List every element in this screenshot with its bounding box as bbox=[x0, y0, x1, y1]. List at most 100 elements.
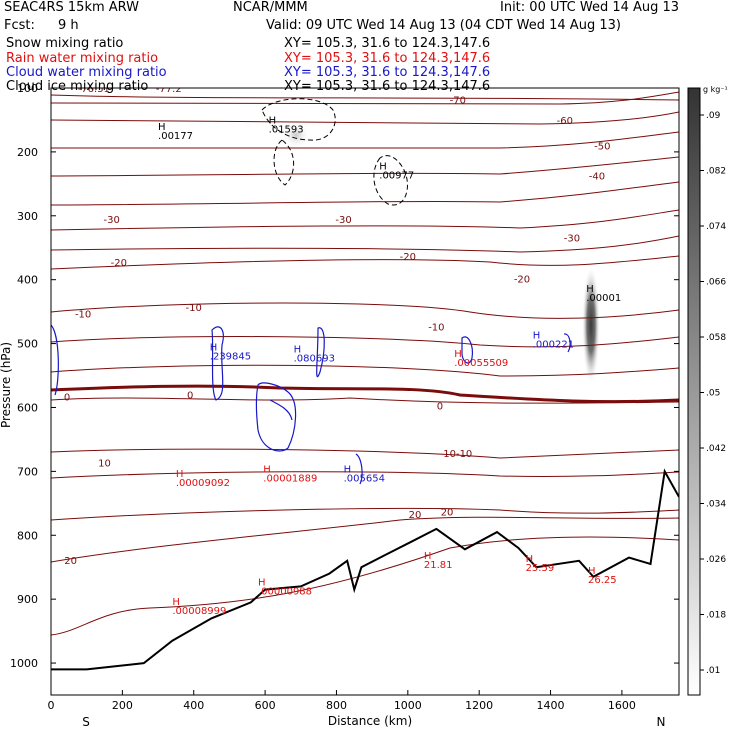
max-marker-h: H bbox=[526, 554, 534, 565]
field-name-cloud-ice: Cloud ice mixing ratio bbox=[6, 79, 149, 94]
max-marker-h: H bbox=[176, 469, 184, 480]
y-axis-title: Pressure (hPa) bbox=[0, 342, 13, 428]
max-value-label: 26.25 bbox=[588, 575, 617, 586]
isotherm-label: -10 bbox=[428, 322, 444, 333]
x-tick-label: 1000 bbox=[394, 699, 422, 712]
isotherm-label: 20 bbox=[441, 508, 454, 519]
max-marker-h: H bbox=[263, 465, 271, 476]
max-value-label: 25.59 bbox=[526, 563, 555, 574]
y-tick-label: 900 bbox=[17, 593, 38, 606]
colorbar-tick-label: .074 bbox=[706, 222, 726, 232]
colorbar-ticks: .01 .018 .026 .034 .042 .05 .058 .066 .074 .082 .0… bbox=[700, 111, 726, 676]
colorbar-tick-label: .058 bbox=[706, 333, 726, 343]
max-marker-h: H bbox=[172, 597, 180, 608]
max-value-label: .00001 bbox=[586, 293, 621, 304]
max-value-label: .00009092 bbox=[176, 478, 230, 489]
freezing-level-isotherm bbox=[51, 384, 679, 404]
maxima-markers: H.00177H.01593H.00977H.00001H.239845H.08… bbox=[158, 116, 621, 617]
y-tick-label: 500 bbox=[17, 338, 38, 351]
valid-time: Valid: 09 UTC Wed 14 Aug 13 (04 CDT Wed … bbox=[266, 18, 621, 33]
x-axis-title: Distance (km) bbox=[328, 714, 412, 728]
isotherm-label: 0 bbox=[187, 391, 193, 402]
snow-contours bbox=[261, 98, 408, 206]
max-value-label: .00977 bbox=[379, 171, 414, 182]
temperature-isotherms bbox=[51, 91, 679, 636]
max-marker-h: H bbox=[533, 330, 541, 341]
max-marker-h: H bbox=[269, 116, 277, 127]
terrain-line bbox=[51, 468, 679, 671]
x-tick-label: 800 bbox=[326, 699, 347, 712]
init-time: Init: 00 UTC Wed 14 Aug 13 bbox=[500, 0, 680, 15]
max-marker-h: H bbox=[586, 284, 594, 295]
isotherm-label: -77.2 bbox=[156, 84, 182, 95]
max-marker-h: H bbox=[294, 344, 302, 355]
colorbar-tick-label: .09 bbox=[706, 111, 721, 121]
isotherm-label: -10 bbox=[75, 310, 91, 321]
isotherm-label: 10-10 bbox=[443, 449, 472, 460]
isotherm-label: -76.51 bbox=[78, 84, 110, 95]
y-tick-label: 800 bbox=[17, 529, 38, 542]
x-tick-label: 1200 bbox=[465, 699, 493, 712]
colorbar-tick-label: .042 bbox=[706, 444, 726, 454]
isotherm-label: 10 bbox=[98, 458, 111, 469]
max-marker-h: H bbox=[158, 122, 166, 133]
max-marker-h: H bbox=[588, 566, 596, 577]
isotherm-label: -30 bbox=[564, 234, 580, 245]
max-value-label: .000221 bbox=[533, 339, 574, 350]
colorbar-unit: g kg⁻¹ bbox=[703, 85, 728, 94]
max-value-label: .005654 bbox=[344, 474, 385, 485]
y-tick-label: 1000 bbox=[10, 657, 38, 670]
max-value-label: .00055509 bbox=[454, 358, 508, 369]
max-value-label: .00177 bbox=[158, 131, 193, 142]
colorbar-tick-label: .082 bbox=[706, 167, 726, 177]
max-value-label: .01593 bbox=[269, 125, 304, 136]
axis-end-south: S bbox=[82, 715, 90, 729]
max-value-label: .080693 bbox=[294, 353, 335, 364]
max-value-label: .239845 bbox=[210, 352, 251, 363]
isotherm-label: -30 bbox=[103, 215, 119, 226]
isotherm-labels: -76.51 -77.2 -70 -60 -50 -40 -30 -30 -30 -20 -20 -2… bbox=[64, 84, 611, 567]
isotherm-label: -70 bbox=[450, 96, 466, 107]
max-marker-h: H bbox=[344, 465, 352, 476]
max-marker-h: H bbox=[424, 551, 432, 562]
x-tick-label: 1600 bbox=[608, 699, 636, 712]
colorbar-tick-label: .026 bbox=[706, 555, 726, 565]
isotherm-label: -20 bbox=[400, 252, 416, 263]
max-marker-h: H bbox=[379, 162, 387, 173]
cloud-water-contours bbox=[51, 324, 571, 485]
forecast-hours: 9 h bbox=[58, 18, 79, 33]
snow-shading bbox=[282, 121, 310, 149]
isotherm-label: -50 bbox=[594, 142, 610, 153]
cloud-ice-shading bbox=[582, 265, 600, 385]
colorbar-tick-label: .066 bbox=[706, 278, 726, 288]
isotherm-label: -60 bbox=[557, 116, 573, 127]
x-tick-label: 600 bbox=[255, 699, 276, 712]
y-tick-label: 300 bbox=[17, 210, 38, 223]
axis-end-north: N bbox=[657, 715, 666, 729]
isotherm-label: 20 bbox=[409, 510, 422, 521]
y-tick-label: 600 bbox=[17, 401, 38, 414]
plot-frame bbox=[50, 87, 680, 696]
max-value-label: .00001889 bbox=[263, 474, 317, 485]
max-value-label: .00008999 bbox=[172, 606, 226, 617]
isotherm-label: -40 bbox=[589, 172, 605, 183]
max-value-label: .00000988 bbox=[258, 587, 312, 598]
isotherm-label: 20 bbox=[64, 556, 77, 567]
max-value-label: 21.81 bbox=[424, 560, 453, 571]
field-name-rain: Rain water mixing ratio bbox=[6, 51, 159, 66]
colorbar-tick-label: .034 bbox=[706, 500, 726, 510]
x-tick-label: 1400 bbox=[537, 699, 565, 712]
isotherm-label: -10 bbox=[186, 303, 202, 314]
y-tick-label: 400 bbox=[17, 274, 38, 287]
isotherm-label: -20 bbox=[514, 274, 530, 285]
x-tick-label: 200 bbox=[112, 699, 133, 712]
y-tick-label: 100 bbox=[17, 82, 38, 95]
max-marker-h: H bbox=[258, 578, 266, 589]
x-axis: 0 200 400 600 800 1000 1200 1400 1600 bbox=[48, 690, 636, 712]
colorbar-tick-label: .01 bbox=[706, 666, 720, 676]
field-name-cloud-water: Cloud water mixing ratio bbox=[6, 65, 167, 80]
colorbar-tick-label: .05 bbox=[706, 389, 720, 399]
isotherm-label: 0 bbox=[64, 393, 70, 404]
